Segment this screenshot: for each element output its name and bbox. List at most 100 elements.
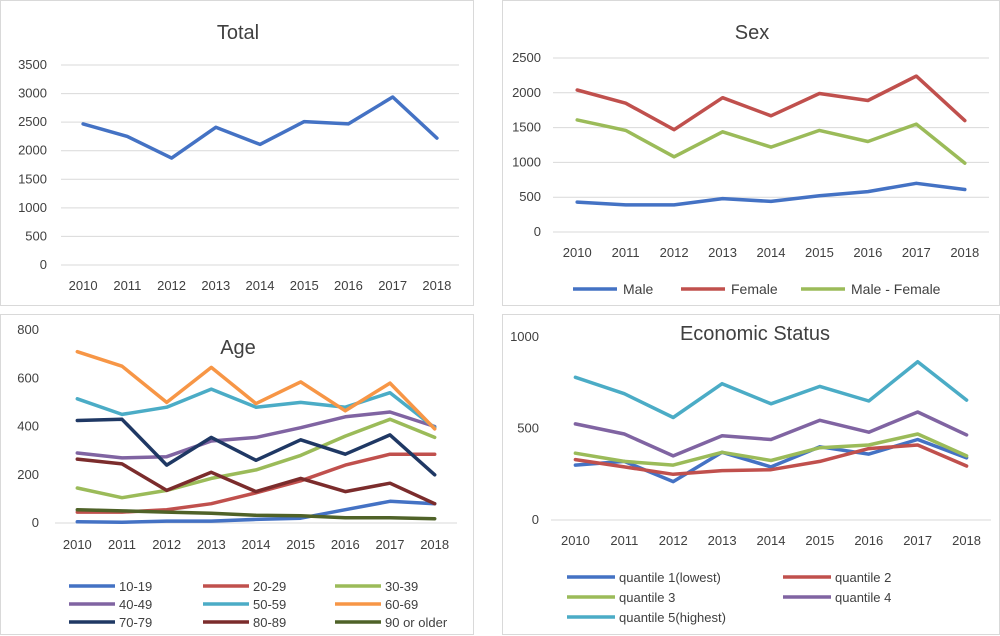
y-tick-label: 2500 — [512, 50, 541, 65]
series-line — [75, 457, 437, 506]
y-tick-label: 0 — [40, 257, 47, 272]
chart-panel-sex: Sex 2500 2000 1500 1000 500 0 2010 2011 2012 2013 2… — [502, 0, 1000, 306]
x-tick-label: 2010 — [563, 245, 592, 260]
chart-sex-svg: Sex 2500 2000 1500 1000 500 0 2010 2011 2012 2013 2… — [512, 22, 989, 297]
x-tick-label: 2013 — [708, 533, 737, 548]
x-tick-label: 2012 — [660, 245, 689, 260]
y-tick-label: 600 — [17, 370, 39, 385]
legend-label: 30-39 — [385, 579, 418, 594]
chart-economic-status-svg: Economic Status 1000 500 0 2010 2011 2012 2013 2… — [510, 323, 991, 625]
x-tick-label: 2010 — [63, 537, 92, 552]
series-line — [75, 410, 437, 460]
legend-label: Male - Female — [851, 281, 941, 297]
y-tick-label: 0 — [532, 512, 539, 527]
legend-label: quantile 4 — [835, 590, 891, 605]
y-tick-label: 1000 — [510, 329, 539, 344]
y-tick-label: 400 — [17, 419, 39, 434]
y-tick-label: 500 — [517, 421, 539, 436]
x-tick-label: 2014 — [242, 537, 271, 552]
x-tick-label: 2011 — [612, 245, 640, 260]
x-tick-label: 2014 — [246, 278, 275, 293]
y-tick-label: 0 — [534, 224, 541, 239]
series-line — [75, 349, 437, 431]
legend-label: 20-29 — [253, 579, 286, 594]
series-line — [573, 443, 969, 477]
x-tick-label: 2018 — [952, 533, 981, 548]
chart-age-svg: Age 800 600 400 200 0 2010 2011 2012 2013 2014 2015… — [17, 322, 457, 630]
legend-label: quantile 2 — [835, 570, 891, 585]
legend-label: 70-79 — [119, 615, 152, 630]
legend-label: quantile 3 — [619, 590, 675, 605]
y-tick-label: 2000 — [18, 143, 47, 158]
chart-panel-economic-status: Economic Status 1000 500 0 2010 2011 2012 2013 2… — [502, 314, 1000, 635]
x-tick-label: 2011 — [610, 533, 638, 548]
y-tick-label: 0 — [32, 515, 39, 530]
y-tick-label: 2500 — [18, 114, 47, 129]
series-line — [573, 410, 969, 458]
legend-label: quantile 5(highest) — [619, 610, 726, 625]
chart-title: Sex — [735, 22, 769, 44]
x-tick-label: 2015 — [290, 278, 319, 293]
y-tick-label: 500 — [519, 189, 541, 204]
x-tick-label: 2013 — [201, 278, 230, 293]
x-tick-label: 2014 — [757, 533, 786, 548]
x-tick-label: 2013 — [708, 245, 737, 260]
chart-panel-age: Age 800 600 400 200 0 2010 2011 2012 2013 2014 2015… — [0, 314, 474, 635]
x-tick-label: 2016 — [853, 245, 882, 260]
series-line — [575, 181, 967, 207]
x-tick-label: 2018 — [422, 278, 451, 293]
x-tick-label: 2017 — [376, 537, 405, 552]
y-tick-label: 3500 — [18, 57, 47, 72]
y-tick-label: 1500 — [18, 171, 47, 186]
legend-label: 90 or older — [385, 615, 448, 630]
series-line — [75, 387, 437, 430]
chart-panel-total: Total 3500 3000 2500 2000 1500 1000 500 0 2010 201… — [0, 0, 474, 306]
y-tick-label: 2000 — [512, 85, 541, 100]
y-tick-label: 1500 — [512, 120, 541, 135]
series-line — [75, 507, 437, 521]
x-tick-label: 2017 — [378, 278, 407, 293]
y-tick-label: 500 — [25, 228, 47, 243]
y-tick-label: 1000 — [512, 154, 541, 169]
x-tick-label: 2012 — [157, 278, 186, 293]
series-line — [75, 417, 437, 477]
legend-label: 40-49 — [119, 597, 152, 612]
x-tick-label: 2017 — [902, 245, 931, 260]
y-tick-label: 200 — [17, 467, 39, 482]
x-tick-label: 2012 — [659, 533, 688, 548]
series-line — [573, 359, 969, 420]
legend-label: 60-69 — [385, 597, 418, 612]
series-line — [575, 118, 967, 165]
chart-title: Economic Status — [680, 323, 830, 345]
x-tick-label: 2011 — [108, 537, 136, 552]
x-tick-label: 2015 — [805, 533, 834, 548]
x-tick-label: 2010 — [69, 278, 98, 293]
legend-label: Male — [623, 281, 654, 297]
x-tick-label: 2014 — [757, 245, 786, 260]
x-tick-label: 2015 — [286, 537, 315, 552]
x-tick-label: 2015 — [805, 245, 834, 260]
series-line — [573, 432, 969, 467]
series-line — [75, 417, 437, 500]
y-tick-label: 800 — [17, 322, 39, 337]
x-tick-label: 2012 — [152, 537, 181, 552]
series-line — [81, 95, 439, 160]
legend-label: 10-19 — [119, 579, 152, 594]
chart-total-svg: Total 3500 3000 2500 2000 1500 1000 500 0 2010 201… — [18, 22, 459, 293]
chart-title: Total — [217, 22, 259, 44]
chart-title: Age — [220, 337, 256, 359]
x-tick-label: 2018 — [950, 245, 979, 260]
x-tick-label: 2016 — [334, 278, 363, 293]
x-tick-label: 2018 — [420, 537, 449, 552]
x-tick-label: 2016 — [854, 533, 883, 548]
x-tick-label: 2013 — [197, 537, 226, 552]
legend-label: 50-59 — [253, 597, 286, 612]
series-line — [75, 499, 437, 525]
legend-label: 80-89 — [253, 615, 286, 630]
y-tick-label: 3000 — [18, 86, 47, 101]
x-tick-label: 2017 — [903, 533, 932, 548]
x-tick-label: 2010 — [561, 533, 590, 548]
legend-label: Female — [731, 281, 778, 297]
series-line — [575, 74, 967, 132]
legend-label: quantile 1(lowest) — [619, 570, 721, 585]
